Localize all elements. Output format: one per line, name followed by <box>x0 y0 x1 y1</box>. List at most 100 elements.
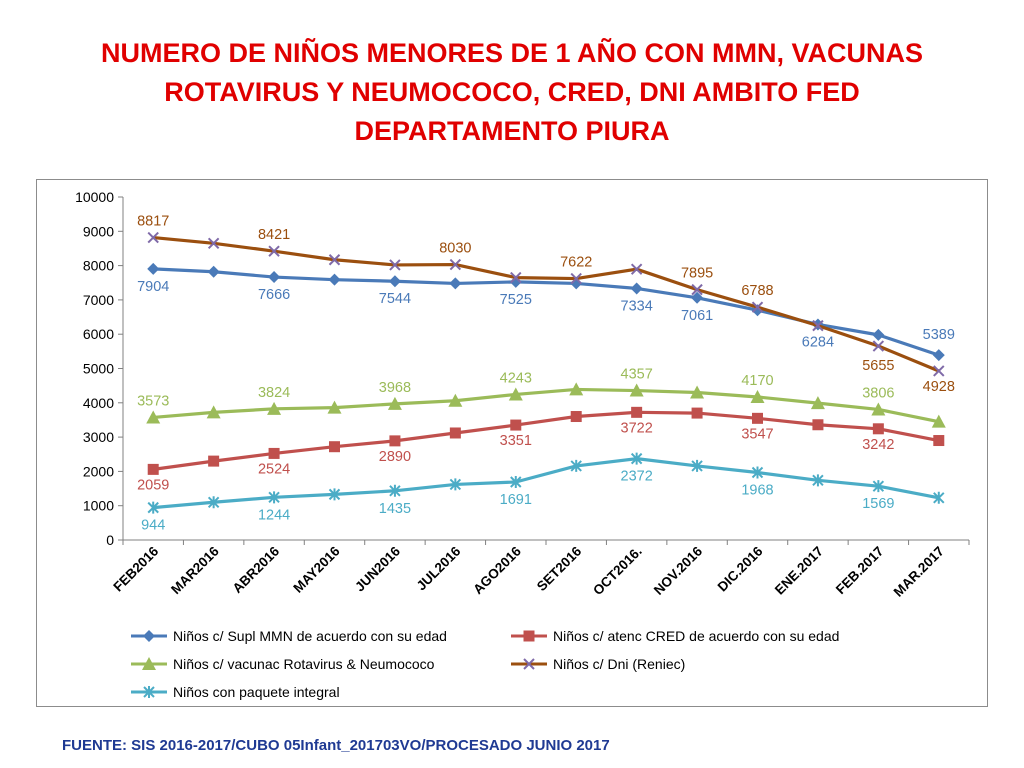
data-label: 2059 <box>137 477 169 493</box>
legend-item-1: Niños c/ Supl MMN de acuerdo con su edad <box>131 628 447 644</box>
data-point <box>871 402 886 416</box>
data-point <box>630 282 643 295</box>
data-point <box>631 406 643 418</box>
data-point <box>630 263 643 275</box>
data-label: 3547 <box>741 426 773 442</box>
data-label: 7544 <box>379 291 411 307</box>
data-point <box>207 496 220 509</box>
data-label: 4170 <box>741 373 773 389</box>
data-point <box>327 400 342 414</box>
series-line <box>152 410 940 471</box>
data-point <box>751 466 764 479</box>
data-point <box>449 258 462 271</box>
data-point <box>933 491 945 504</box>
data-label: 3242 <box>862 437 894 453</box>
series-line <box>153 387 940 424</box>
data-label: 7334 <box>621 298 653 314</box>
data-point <box>751 301 764 313</box>
legend-marker <box>523 630 535 642</box>
data-point <box>932 349 945 362</box>
data-point <box>630 452 643 465</box>
data-point <box>810 396 825 410</box>
y-tick-label: 5000 <box>83 361 114 377</box>
data-label: 6284 <box>802 334 834 350</box>
data-point <box>268 447 280 459</box>
data-label: 8817 <box>137 214 169 230</box>
data-point <box>268 245 280 257</box>
data-label: 6788 <box>741 283 773 299</box>
legend-marker <box>142 657 156 670</box>
y-tick-label: 9000 <box>83 223 114 239</box>
data-point <box>570 411 582 423</box>
data-point <box>691 459 703 472</box>
series-3: 3573 3824 3968 4243 4357 4170 3806 <box>137 367 946 428</box>
legend-marker <box>143 686 155 698</box>
data-point <box>268 491 280 504</box>
x-tick-label: AGO2016 <box>470 543 524 597</box>
x-tick-label: MAY2016 <box>290 543 343 596</box>
data-label: 8421 <box>258 227 290 243</box>
data-point <box>207 265 220 278</box>
data-point <box>812 419 824 431</box>
data-label: 8030 <box>439 241 471 257</box>
data-point <box>690 385 705 399</box>
data-point <box>387 396 402 410</box>
x-tick-label: NOV.2016 <box>651 543 706 598</box>
data-point <box>510 271 522 284</box>
title-line-2: ROTAVIRUS Y NEUMOCOCO, CRED, DNI AMBITO … <box>164 77 860 107</box>
data-label: 3722 <box>621 420 653 436</box>
data-point <box>570 272 582 285</box>
data-point <box>691 407 703 419</box>
data-point <box>147 501 159 514</box>
x-tick-label: FEB2016 <box>110 543 161 594</box>
data-label: 3968 <box>379 380 411 396</box>
data-point <box>629 383 644 397</box>
data-point <box>812 474 824 487</box>
series-5: 944 1244 1435 1691 2372 1968 1569 <box>141 452 945 534</box>
x-tick-label: ABR2016 <box>230 543 283 596</box>
series-2: 2059 2524 2890 3351 3722 3547 3242 <box>137 406 945 493</box>
x-tick-label: OCT2016. <box>590 544 645 599</box>
data-point <box>569 382 584 396</box>
data-point <box>329 441 340 453</box>
y-tick-label: 10000 <box>75 189 114 205</box>
data-point <box>388 275 401 288</box>
data-label: 3806 <box>862 385 894 401</box>
data-point <box>750 389 765 403</box>
legend-item-4: Niños c/ Dni (Reniec) <box>511 656 685 672</box>
data-label: 4357 <box>621 367 653 383</box>
data-label: 1435 <box>379 501 411 517</box>
data-label: 7904 <box>137 279 169 295</box>
data-label: 1691 <box>500 492 532 508</box>
y-tick-label: 8000 <box>83 258 114 274</box>
data-point <box>328 273 341 286</box>
data-label: 944 <box>141 518 165 534</box>
source-note: FUENTE: SIS 2016-2017/CUBO 05Infant_2017… <box>62 737 610 754</box>
legend-label: Niños c/ atenc CRED de acuerdo con su ed… <box>553 628 839 644</box>
data-point <box>328 254 341 266</box>
y-tick-label: 6000 <box>83 326 114 342</box>
data-point <box>508 387 523 401</box>
series-line <box>153 457 940 510</box>
data-point <box>510 419 522 431</box>
data-label: 4243 <box>500 370 532 386</box>
line-chart: 0 1000 2000 3000 4000 5000 6000 7000 8000 9000 100… <box>75 189 970 700</box>
data-point <box>872 340 885 352</box>
y-tick-label: 3000 <box>83 429 114 445</box>
data-point <box>389 259 401 271</box>
data-point <box>146 410 161 424</box>
legend-label: Niños con paquete integral <box>173 684 340 700</box>
data-point <box>872 423 884 435</box>
y-tick-label: 7000 <box>83 292 114 308</box>
data-point <box>147 262 160 275</box>
y-tick-label: 1000 <box>83 498 114 514</box>
data-label: 7666 <box>258 287 290 303</box>
data-point <box>208 455 220 467</box>
x-tick-label: FEB.2017 <box>833 544 887 598</box>
data-label: 7525 <box>500 292 532 308</box>
legend-item-5: Niños con paquete integral <box>131 684 340 700</box>
data-point <box>268 271 281 284</box>
data-label: 5389 <box>923 327 955 343</box>
title-line-1: NUMERO DE NIÑOS MENORES DE 1 AÑO CON MMN… <box>100 38 924 68</box>
x-tick-label: ENE.2017 <box>772 544 826 598</box>
